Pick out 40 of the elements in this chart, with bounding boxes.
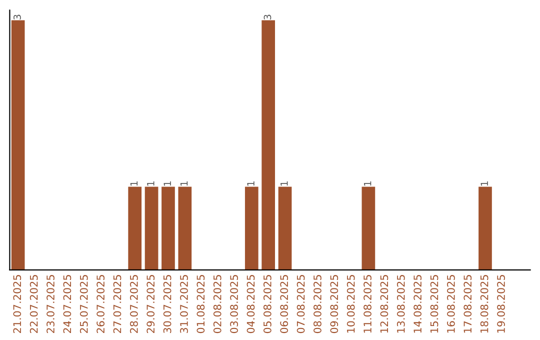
x-tick-label: 07.08.2025 [296,275,305,334]
x-tick-label: 11.08.2025 [364,275,372,333]
x-tick-label: 15.08.2025 [430,275,438,333]
data-label: 1 [164,181,171,186]
x-tick-label: 26.07.2025 [96,275,105,334]
x-tick-label: 14.08.2025 [414,275,422,333]
data-label: 1 [180,181,188,186]
data-label: 3 [14,14,21,20]
data-label: 1 [130,181,138,186]
data-label: 1 [247,181,254,186]
data-label: 1 [480,181,488,186]
x-tick-label: 09.08.2025 [330,275,338,334]
x-tick-label: 10.08.2025 [346,275,355,333]
x-tick-label: 27.07.2025 [113,275,122,334]
x-tick-label: 01.08.2025 [196,275,205,334]
x-tick-label: 08.08.2025 [314,275,322,334]
x-tick-label: 23.07.2025 [46,275,54,334]
x-tick-label: 24.07.2025 [63,275,72,334]
x-tick-label: 04.08.2025 [246,275,255,334]
x-tick-label: 19.08.2025 [497,275,505,333]
x-tick-label: 05.08.2025 [263,275,272,334]
x-tick-label: 17.08.2025 [464,275,472,333]
x-tick-label: 21.07.2025 [13,275,22,334]
x-tick-label: 18.08.2025 [480,275,488,333]
data-label: 3 [264,14,272,20]
x-tick-label: 12.08.2025 [380,275,388,333]
x-tick-label: 13.08.2025 [396,275,405,333]
x-tick-label: 06.08.2025 [280,275,288,334]
x-tick-label: 02.08.2025 [213,275,222,334]
x-tick-label: 25.07.2025 [80,275,88,334]
x-tick-label: 03.08.2025 [230,275,238,334]
x-tick-label: 31.07.2025 [180,275,188,333]
x-tick-label: 16.08.2025 [447,275,455,333]
data-label: 1 [364,181,372,186]
data-label: 1 [147,181,154,186]
x-tick-label: 29.07.2025 [146,275,155,334]
x-tick-label: 30.07.2025 [163,275,172,333]
data-label: 1 [280,181,288,186]
x-tick-label: 28.07.2025 [130,275,138,334]
x-tick-label: 22.07.2025 [30,275,38,334]
